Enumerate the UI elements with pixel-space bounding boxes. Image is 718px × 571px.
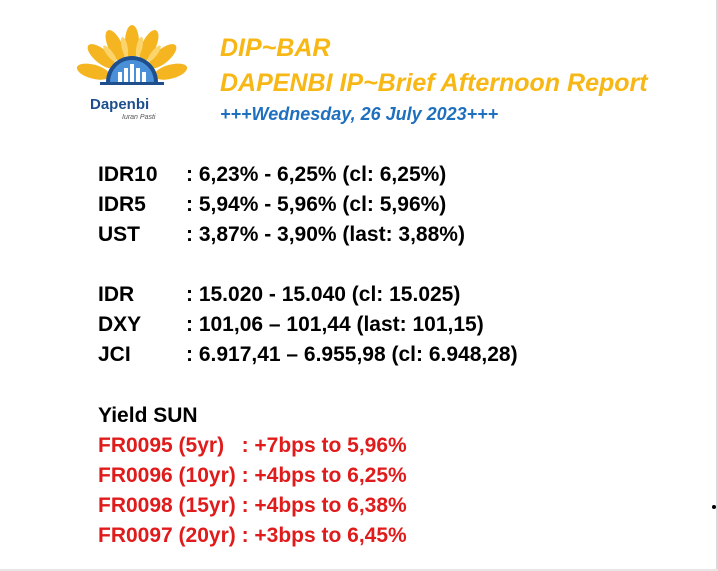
right-border xyxy=(716,0,718,571)
rate-label: IDR10 xyxy=(98,163,158,186)
rate-value: : 5,94% - 5,96% (cl: 5,96%) xyxy=(186,193,447,216)
rate-row-ust: UST : 3,87% - 3,90% (last: 3,88%) xyxy=(98,221,465,249)
market-label: JCI xyxy=(98,343,131,366)
yield-item-fr0095: FR0095 (5yr) : +7bps to 5,96% xyxy=(98,434,407,457)
yield-item-fr0097: FR0097 (20yr) : +3bps to 6,45% xyxy=(98,524,407,547)
logo-tagline: Iuran Pasti xyxy=(122,114,156,121)
sun-petals-icon xyxy=(76,25,188,85)
market-value: : 101,06 – 101,44 (last: 101,15) xyxy=(186,313,484,336)
bottom-border xyxy=(0,569,718,571)
rate-row-idr10: IDR10 : 6,23% - 6,25% (cl: 6,25%) xyxy=(98,161,446,189)
report-code: DIP~BAR xyxy=(220,34,331,62)
market-row-dxy: DXY : 101,06 – 101,44 (last: 101,15) xyxy=(98,311,484,339)
dapenbi-logo: Dapenbi Iuran Pasti xyxy=(66,20,198,132)
report-date: +++Wednesday, 26 July 2023+++ xyxy=(220,104,499,124)
logo-name: Dapenbi xyxy=(90,96,150,113)
yield-sun-title: Yield SUN xyxy=(98,404,198,427)
market-row-jci: JCI : 6.917,41 – 6.955,98 (cl: 6.948,28) xyxy=(98,341,518,369)
market-row-idr: IDR : 15.020 - 15.040 (cl: 15.025) xyxy=(98,281,460,309)
market-value: : 6.917,41 – 6.955,98 (cl: 6.948,28) xyxy=(186,343,518,366)
yield-item-fr0096: FR0096 (10yr) : +4bps to 6,25% xyxy=(98,464,407,487)
rate-value: : 6,23% - 6,25% (cl: 6,25%) xyxy=(186,163,447,186)
rate-row-idr5: IDR5 : 5,94% - 5,96% (cl: 5,96%) xyxy=(98,191,446,219)
rate-label: IDR5 xyxy=(98,193,146,216)
bullet-dot xyxy=(712,505,716,509)
market-label: DXY xyxy=(98,313,142,336)
rate-value: : 3,87% - 3,90% (last: 3,88%) xyxy=(186,223,465,246)
yield-item-fr0098: FR0098 (15yr) : +4bps to 6,38% xyxy=(98,494,407,517)
market-label: IDR xyxy=(98,283,135,306)
rate-label: UST xyxy=(98,223,140,246)
report-title: DAPENBI IP~Brief Afternoon Report xyxy=(220,69,648,97)
market-value: : 15.020 - 15.040 (cl: 15.025) xyxy=(186,283,461,306)
